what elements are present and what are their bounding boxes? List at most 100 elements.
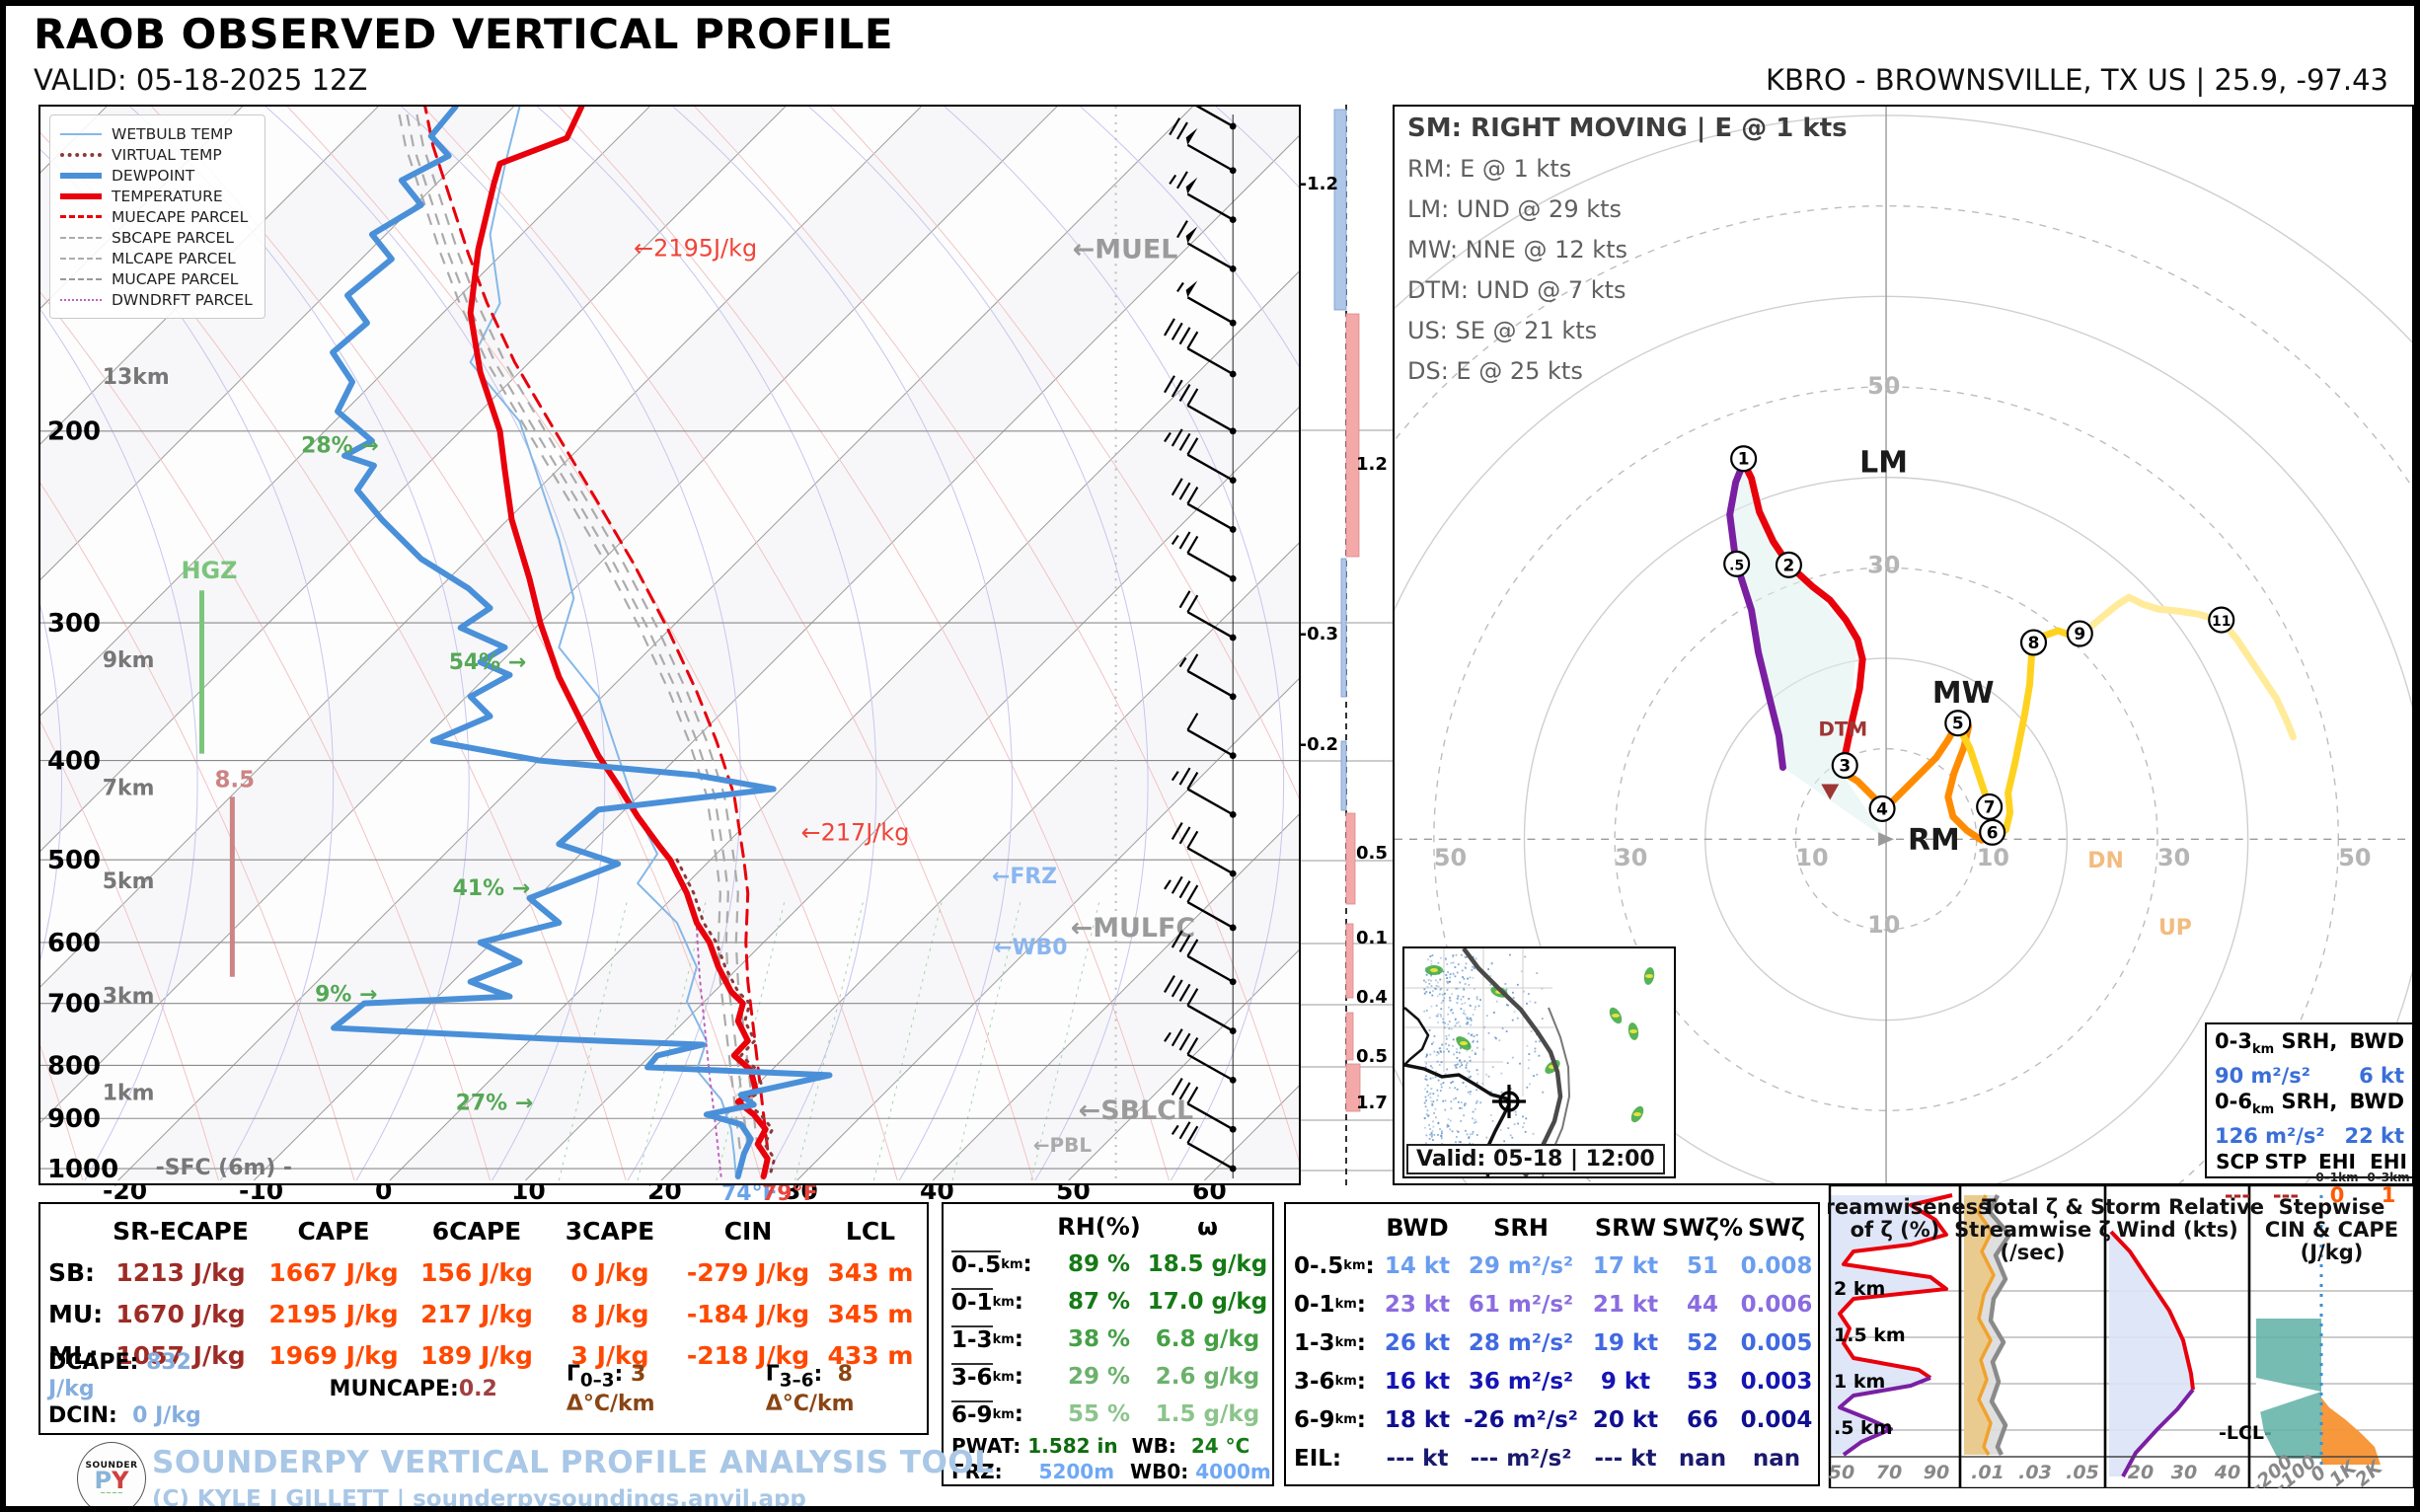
- radar-dot: [1474, 1107, 1476, 1110]
- radar-dot: [1474, 988, 1475, 991]
- radar-dot: [1469, 1056, 1472, 1058]
- radar-dot: [1506, 1062, 1509, 1065]
- kin-value: 44: [1686, 1291, 1718, 1318]
- hodo-ring-label: 10: [1977, 844, 2009, 871]
- barb-full-tick: [1178, 531, 1191, 550]
- muecape-parcel-trace: [423, 107, 770, 1151]
- thermo-value: 0 J/kg: [570, 1257, 649, 1287]
- radar-dot: [1525, 1117, 1528, 1120]
- hodo-height-marker: .5: [1723, 550, 1751, 577]
- hodo-point-label-dtm: DTM: [1818, 718, 1867, 741]
- moisture-table: RH(%) ω 0-.5 km: 89 % 18.5 g/kg 0-1 km: 87 % 17.0…: [942, 1202, 1274, 1486]
- radar-dot: [1466, 1133, 1469, 1136]
- hodo-marker-number: 3: [1839, 756, 1851, 776]
- kin-row-label: 6-9 km:: [1294, 1406, 1366, 1433]
- wind-barb: [1171, 821, 1237, 877]
- radar-dot: [1481, 1082, 1484, 1085]
- kinematics-table: BWD SRH SRW SWζ% SWζ 0-.5 km: 14 kt 29 m²/s² 17 k…: [1284, 1202, 1820, 1486]
- radar-dot: [1446, 1048, 1449, 1050]
- kin-header: SWζ: [1748, 1213, 1805, 1242]
- radar-dot: [1425, 1062, 1428, 1065]
- radar-dot: [1507, 1127, 1510, 1129]
- legend-label: MLCAPE PARCEL: [112, 249, 236, 267]
- radar-dot: [1498, 1039, 1501, 1042]
- radar-dot: [1462, 1081, 1465, 1084]
- radar-dot: [1452, 954, 1455, 956]
- radar-dot: [1437, 981, 1439, 984]
- wind-barb: [1164, 875, 1237, 932]
- radar-dot: [1456, 1002, 1459, 1004]
- thermo-corner: [40, 1210, 102, 1251]
- storm-motion-readout: SM: RIGHT MOVING | E @ 1 kts RM: E @ 1 kt…: [1407, 109, 1848, 392]
- radar-dot: [1509, 953, 1511, 956]
- radar-dot: [1435, 1070, 1438, 1073]
- radar-dot: [1448, 1087, 1451, 1090]
- radar-dot: [1426, 985, 1429, 988]
- rh-annotation: 27% →: [456, 1091, 533, 1115]
- omega-bar: [1333, 109, 1347, 311]
- moist-adiabat: [808, 107, 1149, 1181]
- pressure-label: 700: [47, 990, 101, 1020]
- thermo-value: 345 m: [827, 1299, 914, 1328]
- radar-dot: [1423, 1010, 1426, 1013]
- radar-dot: [1487, 1075, 1490, 1078]
- barb-pennant: [1185, 226, 1198, 244]
- radar-dot: [1459, 1059, 1462, 1062]
- srh-0-6-header: 0-6km SRH, BWD: [2215, 1090, 2404, 1118]
- storm-motion-line: DS: E @ 25 kts: [1407, 357, 1583, 385]
- wind-barb: [1195, 107, 1237, 130]
- radar-dot: [1454, 1024, 1457, 1027]
- wind-barb: [1164, 318, 1237, 378]
- radar-dot: [1455, 1141, 1457, 1144]
- radar-dot: [1437, 1021, 1439, 1023]
- radar-dot: [1463, 1012, 1466, 1015]
- srh-grid-value: 0: [2329, 1183, 2345, 1208]
- hodo-marker-circle: [2066, 620, 2093, 647]
- mini-xtick: .03: [2018, 1462, 2052, 1483]
- thermo-value: 1969 J/kg: [268, 1340, 399, 1370]
- hodo-trace-segment: [2073, 593, 2297, 741]
- rh-row-label: 3-6 km:: [951, 1363, 1023, 1391]
- hodograph-panel: 50 30 10 10 30 50 30 50 10 LM MW RM DTM DN UP 1 .5 2 3 4 5 6 7…: [1393, 105, 2414, 1185]
- radar-dot: [1469, 976, 1472, 979]
- barb-full-tick: [1186, 1086, 1199, 1104]
- srw-purple-line: [2121, 1388, 2195, 1477]
- radar-dot: [1436, 1060, 1439, 1063]
- radar-dot: [1430, 1088, 1433, 1091]
- radar-dot: [1527, 1067, 1530, 1070]
- stepwise-cape-fill: [2321, 1398, 2381, 1465]
- legend-label: WETBULB TEMP: [112, 124, 233, 143]
- radar-dot: [1444, 957, 1447, 960]
- kin-value: 0.003: [1740, 1368, 1813, 1395]
- barb-full-tick: [1164, 375, 1175, 394]
- radar-dot: [1475, 998, 1478, 1001]
- kin-row-label: 0-1 km:: [1294, 1291, 1366, 1318]
- thermo-value: 1057 J/kg: [115, 1340, 246, 1370]
- radar-dot: [1467, 977, 1470, 980]
- radar-dot: [1450, 1082, 1453, 1084]
- radar-dot: [1429, 1053, 1432, 1056]
- radar-dot: [1454, 1019, 1457, 1021]
- radar-dot: [1516, 983, 1519, 986]
- storm-motion-line: DTM: UND @ 7 kts: [1407, 276, 1626, 304]
- radar-dot: [1468, 1137, 1471, 1139]
- radar-dot: [1437, 1079, 1440, 1082]
- barb-full-tick: [1186, 884, 1199, 903]
- radar-dot: [1475, 1046, 1478, 1049]
- radar-dot: [1489, 983, 1492, 986]
- radar-dot: [1515, 1113, 1517, 1116]
- radar-dot: [1450, 961, 1453, 964]
- hodo-height-marker: 2: [1775, 551, 1802, 578]
- radar-dot: [1435, 988, 1437, 991]
- radar-dot: [1456, 971, 1459, 974]
- radar-dot: [1424, 981, 1427, 984]
- barb-full-tick: [1171, 322, 1183, 340]
- radar-dot: [1528, 1053, 1531, 1055]
- station-label: KBRO - BROWNSVILLE, TX US | 25.9, -97.43: [1765, 63, 2388, 97]
- radar-dot: [1465, 1102, 1468, 1105]
- radar-dot: [1446, 980, 1448, 983]
- barb-staff: [1186, 502, 1234, 531]
- radar-dot: [1442, 1082, 1445, 1085]
- hodo-marker-number: 6: [1987, 822, 1999, 842]
- kin-row-label: 0-.5 km:: [1294, 1252, 1375, 1279]
